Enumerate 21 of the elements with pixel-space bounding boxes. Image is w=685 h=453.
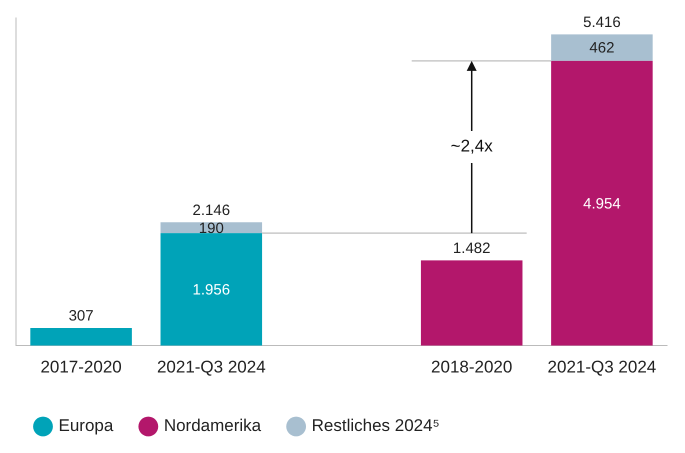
legend-label: Nordamerika (164, 416, 262, 436)
total-label: 2.146 (192, 202, 230, 219)
x-tick-label: 2017-2020 (40, 357, 122, 376)
total-label: 1.482 (452, 240, 490, 258)
data-label: 4.954 (583, 195, 621, 212)
x-tick-label: 2021-Q3 2024 (156, 357, 266, 376)
data-label: 190 (198, 220, 224, 237)
bar (551, 34, 653, 61)
bar (30, 328, 132, 346)
legend-label: Restliches 2024⁵ (312, 416, 440, 436)
legend-label: Europa (58, 416, 114, 436)
annotation: ~2,4x (450, 136, 494, 156)
x-tick-label: 2018-2020 (431, 357, 512, 376)
data-label: 1.956 (192, 282, 230, 299)
data-label: 462 (589, 40, 614, 57)
x-tick-label: 2021-Q3 2024 (548, 357, 656, 376)
bar (160, 233, 262, 346)
bar (551, 60, 653, 346)
total-label: 307 (68, 308, 94, 325)
bar (420, 260, 522, 346)
total-label: 5.416 (583, 14, 621, 31)
